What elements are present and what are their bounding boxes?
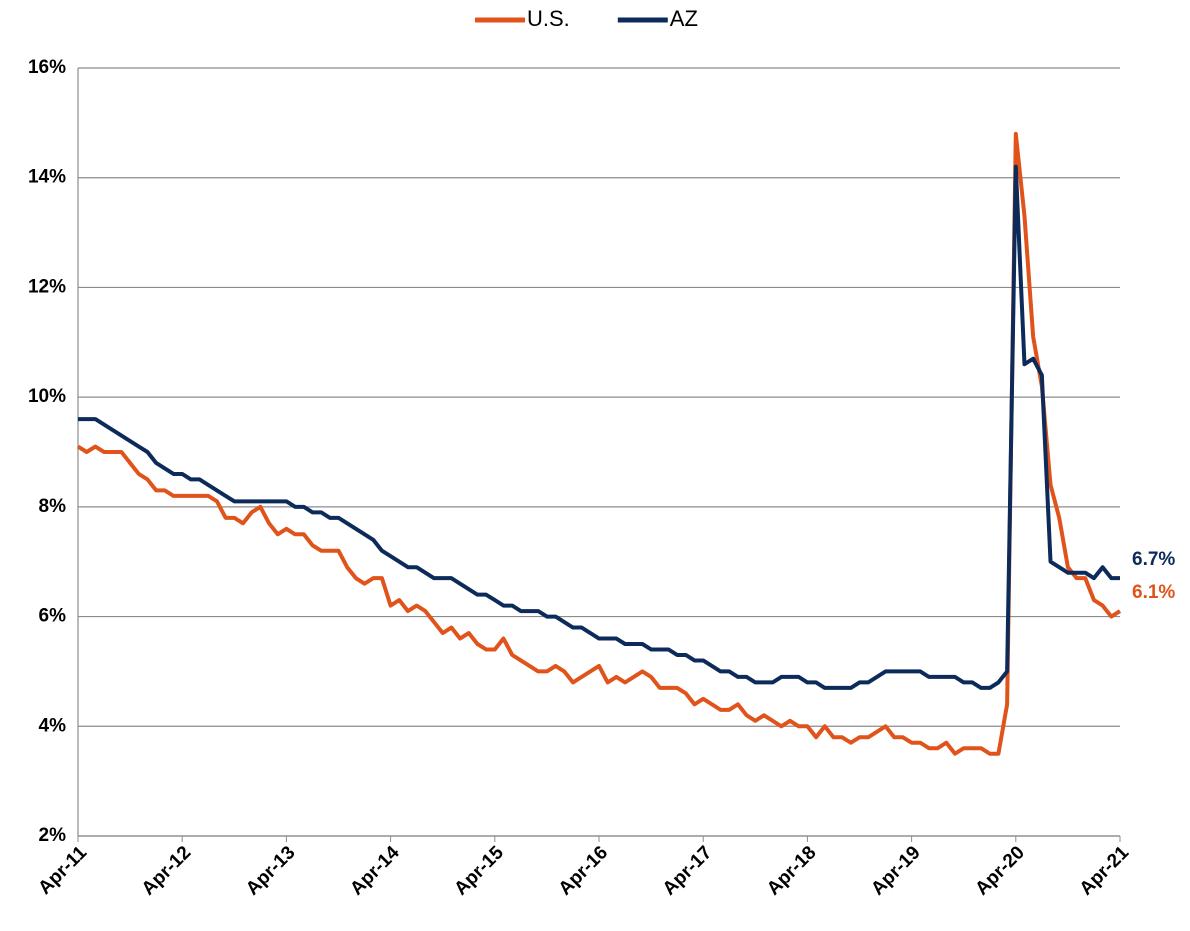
- x-tick-label: Apr-12: [138, 842, 195, 899]
- y-tick-label: 8%: [39, 496, 67, 517]
- legend-label: U.S.: [527, 6, 570, 31]
- x-tick-label: Apr-11: [34, 842, 91, 899]
- x-tick-label: Apr-18: [763, 842, 820, 899]
- y-tick-label: 12%: [28, 276, 66, 297]
- value-label: 6.7%: [1132, 549, 1175, 570]
- series-line: [76, 131, 1122, 756]
- x-tick-label: Apr-19: [867, 842, 924, 899]
- y-tick-label: 16%: [28, 57, 66, 78]
- series-line: [78, 164, 1120, 690]
- y-tick-label: 4%: [39, 715, 67, 736]
- y-tick-label: 14%: [28, 167, 66, 188]
- x-tick-label: Apr-21: [1076, 842, 1134, 900]
- legend-label: AZ: [670, 6, 698, 31]
- x-tick-label: Apr-15: [450, 842, 508, 900]
- x-tick-label: Apr-20: [971, 842, 1028, 899]
- x-tick-label: Apr-17: [659, 842, 716, 899]
- value-label: 6.1%: [1132, 582, 1175, 603]
- x-tick-label: Apr-13: [242, 842, 299, 899]
- y-tick-label: 10%: [28, 386, 66, 407]
- x-tick-label: Apr-16: [555, 842, 612, 899]
- x-tick-label: Apr-14: [346, 842, 404, 900]
- y-tick-label: 2%: [39, 825, 67, 846]
- y-tick-label: 6%: [39, 606, 67, 627]
